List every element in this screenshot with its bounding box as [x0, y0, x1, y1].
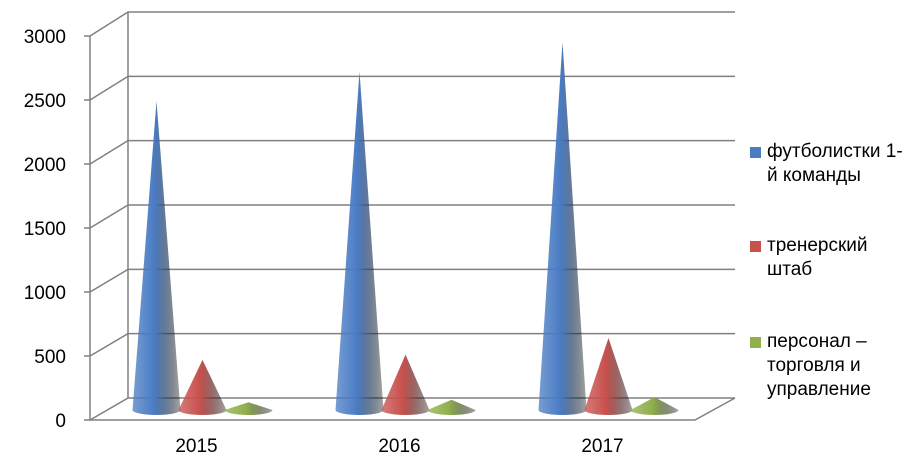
legend-swatch: [750, 147, 761, 158]
cone: [224, 402, 273, 415]
floor-edge: [90, 397, 736, 421]
x-tick-label: 2017: [581, 436, 623, 457]
legend-label: тренерский штаб: [767, 235, 868, 280]
grid-line: [84, 268, 735, 293]
cone: [178, 359, 227, 415]
x-tick-label: 2015: [175, 436, 217, 457]
grid-line: [84, 204, 735, 229]
y-tick-label: 2500: [24, 91, 66, 112]
y-tick-label: 2000: [24, 155, 66, 176]
legend-swatch: [750, 241, 761, 252]
y-tick-label: 3000: [24, 27, 66, 48]
legend-item: тренерский штаб: [750, 234, 910, 282]
cone: [132, 101, 181, 415]
legend-swatch: [750, 337, 761, 348]
grid-line: [84, 139, 735, 165]
cone: [381, 354, 430, 415]
legend-label: футболистки 1-й команды: [767, 141, 903, 186]
cone: [584, 337, 633, 415]
grid-line: [84, 11, 735, 37]
legend-label: персонал – торговля и управление: [767, 331, 871, 400]
cone: [630, 397, 679, 415]
y-tick-label: 1000: [24, 283, 66, 304]
x-tick-label: 2016: [378, 436, 420, 457]
legend-item: персонал – торговля и управление: [750, 330, 910, 402]
grid-line: [84, 75, 735, 101]
legend-item: футболистки 1-й команды: [750, 140, 910, 188]
grid-line: [84, 332, 735, 357]
cone: [427, 399, 476, 415]
y-tick-label: 500: [34, 347, 66, 368]
grid-line: [84, 397, 735, 421]
cone: [335, 71, 384, 416]
y-tick-label: 0: [55, 411, 66, 432]
cone: [538, 42, 587, 415]
y-tick-label: 1500: [24, 219, 66, 240]
